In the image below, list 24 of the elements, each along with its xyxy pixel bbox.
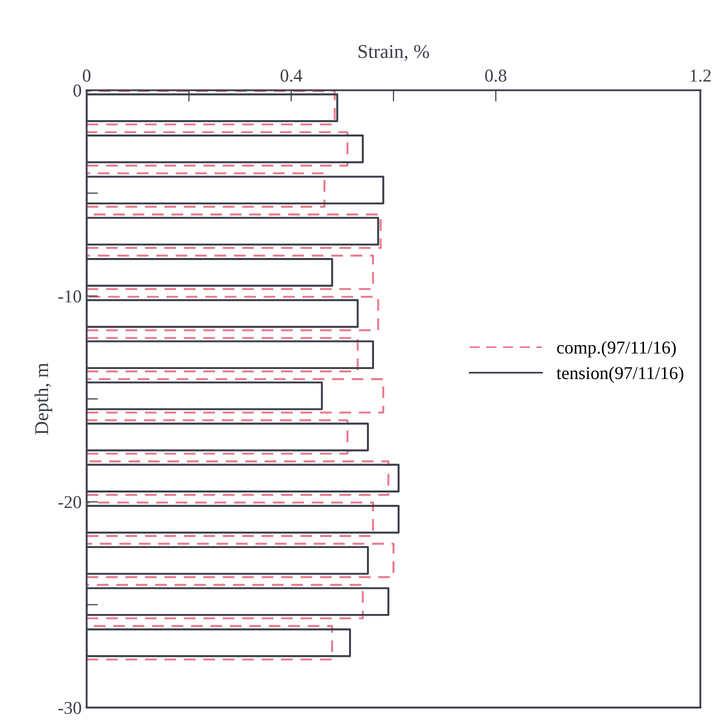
bar: [86, 625, 334, 660]
y-tick-label: -10: [58, 290, 82, 302]
y-tick-label: -20: [58, 496, 82, 508]
legend-label: comp.(97/11/16): [557, 340, 676, 358]
x-tick-label: 1.2: [690, 70, 711, 82]
y-axis-title: Depth, m: [34, 363, 52, 435]
x-tick-label: 0.4: [280, 70, 302, 82]
bar: [86, 502, 374, 537]
bar: [86, 419, 348, 455]
bar: [86, 172, 326, 208]
legend-label: tension(97/11/16): [556, 366, 684, 383]
bar: [86, 254, 374, 290]
y-tick-label: 0: [73, 84, 82, 97]
x-axis-title: Strain, %: [358, 44, 430, 61]
y-tick-label: -30: [58, 702, 82, 714]
bar: [86, 378, 384, 414]
x-tick-label: 0: [82, 70, 90, 82]
bar: [86, 131, 348, 167]
bar: [86, 296, 380, 332]
bar: [86, 460, 390, 496]
x-tick-label: 0.8: [485, 70, 506, 82]
bar: [86, 542, 394, 578]
bar: [86, 584, 364, 620]
bar: [86, 336, 359, 372]
